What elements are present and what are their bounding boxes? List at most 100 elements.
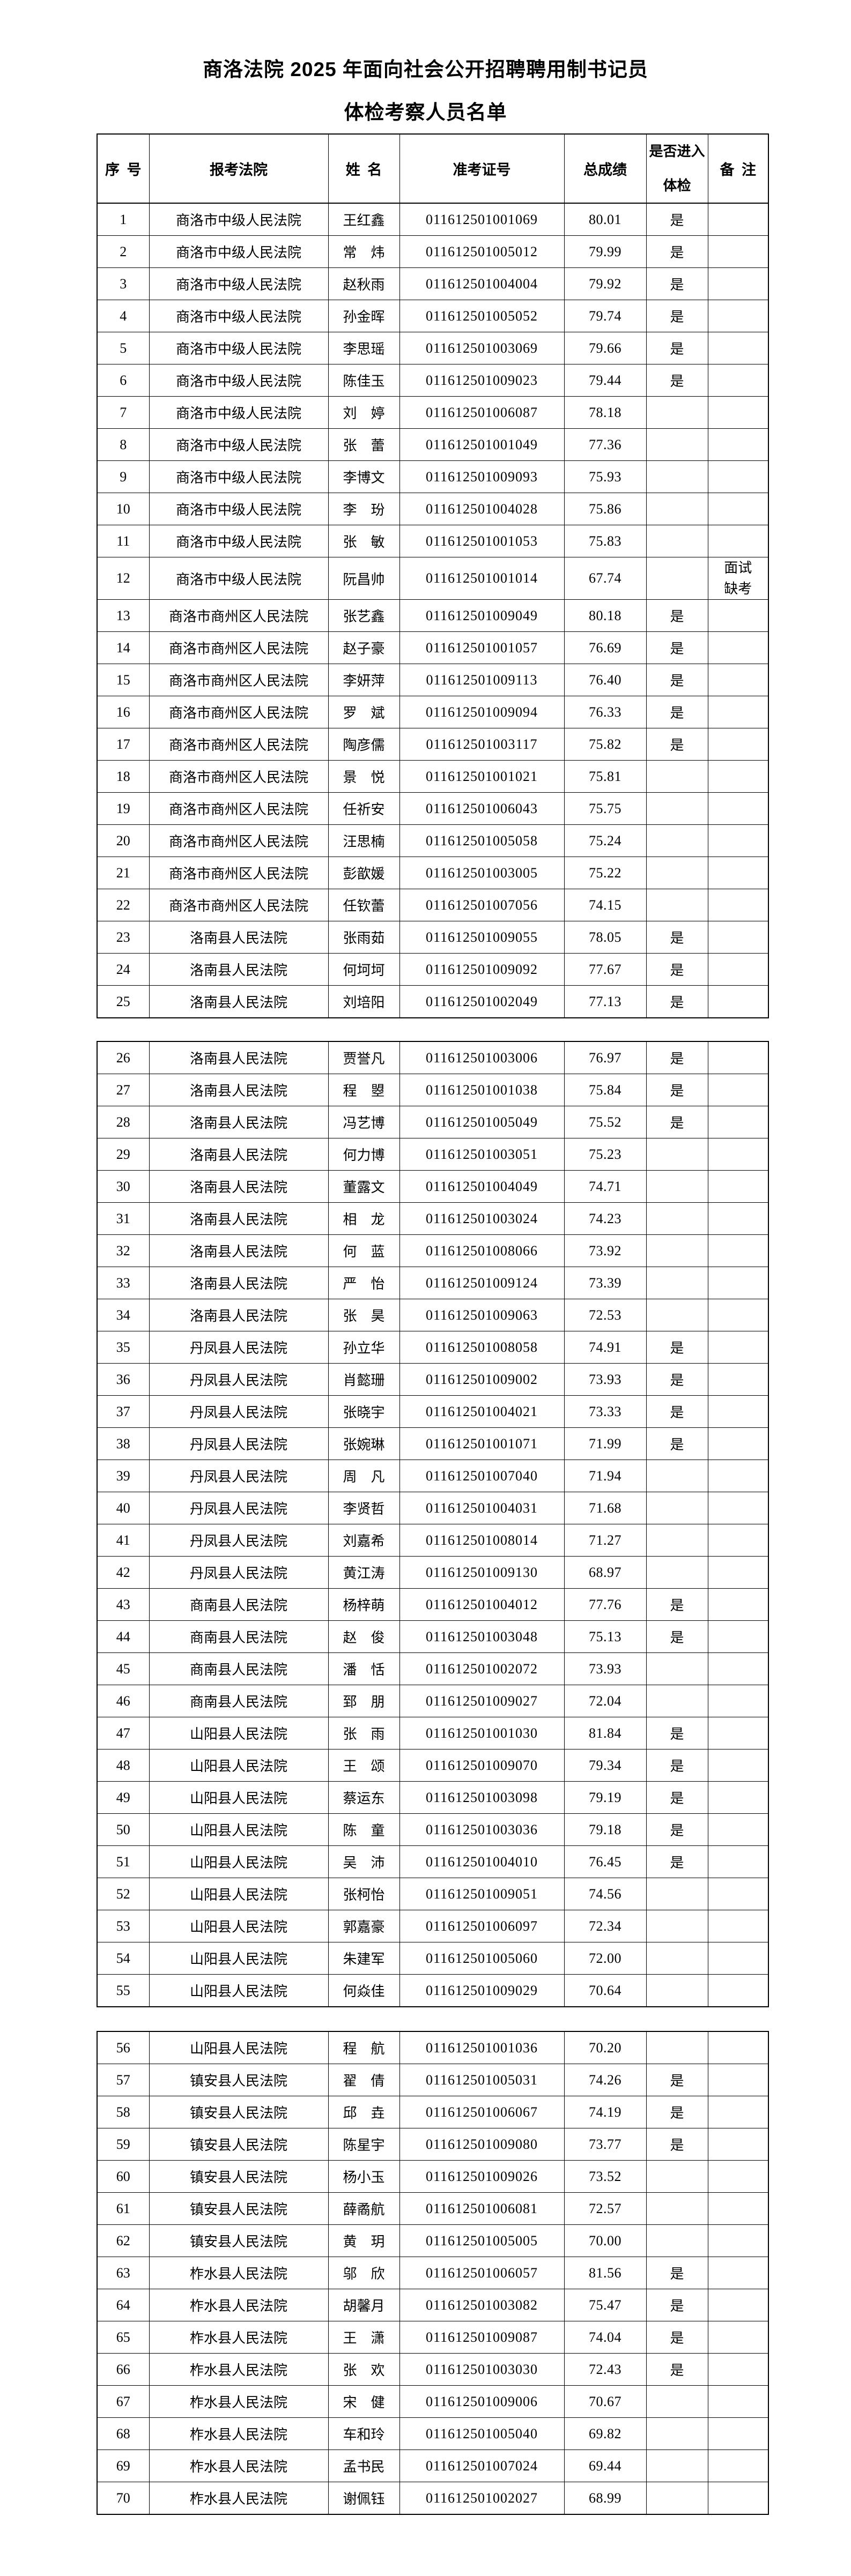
- cell-name: 蔡运东: [328, 1781, 400, 1814]
- cell-seq: 62: [97, 2224, 150, 2257]
- cell-name: 孟书民: [328, 2450, 400, 2482]
- cell-total-score: 77.36: [564, 428, 647, 461]
- cell-remark: [707, 460, 769, 494]
- roster-table-page-3: 56 山阳县人民法院 程 航 011612501001036 70.20 57 …: [97, 2031, 769, 2515]
- roster-table-page-1: 序号 报考法院 姓名 准考证号 总成绩 是否进入体检 备注 1 商洛市中级人民法…: [97, 133, 769, 1019]
- cell-court: 丹凤县人民法院: [149, 1460, 329, 1492]
- cell-enter-exam: 是: [646, 1749, 708, 1782]
- cell-ticket-number: 011612501001069: [399, 203, 565, 236]
- cell-name: 杨梓萌: [328, 1588, 400, 1621]
- cell-court: 商洛市中级人民法院: [149, 203, 329, 236]
- cell-ticket-number: 011612501009029: [399, 1974, 565, 2007]
- table-row: 61 镇安县人民法院 薛矞航 011612501006081 72.57: [97, 2192, 769, 2225]
- cell-enter-exam: [646, 428, 708, 461]
- cell-name: 景 悦: [328, 760, 400, 793]
- cell-name: 程 曌: [328, 1074, 400, 1106]
- table-row: 3 商洛市中级人民法院 赵秋雨 011612501004004 79.92 是: [97, 267, 769, 301]
- cell-total-score: 75.13: [564, 1620, 647, 1653]
- cell-ticket-number: 011612501009026: [399, 2160, 565, 2193]
- cell-court: 丹凤县人民法院: [149, 1524, 329, 1557]
- cell-remark: [707, 1074, 769, 1106]
- cell-ticket-number: 011612501001038: [399, 1074, 565, 1106]
- table-row: 51 山阳县人民法院 吴 沛 011612501004010 76.45 是: [97, 1845, 769, 1878]
- cell-total-score: 72.53: [564, 1299, 647, 1331]
- cell-name: 张晓宇: [328, 1395, 400, 1428]
- cell-name: 王 颂: [328, 1749, 400, 1782]
- cell-court: 商洛市中级人民法院: [149, 396, 329, 429]
- table-row: 37 丹凤县人民法院 张晓宇 011612501004021 73.33 是: [97, 1395, 769, 1428]
- cell-seq: 31: [97, 1202, 150, 1235]
- table-row: 42 丹凤县人民法院 黄江涛 011612501009130 68.97: [97, 1556, 769, 1589]
- cell-name: 何焱佳: [328, 1974, 400, 2007]
- cell-court: 镇安县人民法院: [149, 2160, 329, 2193]
- cell-seq: 18: [97, 760, 150, 793]
- table-row: 11 商洛市中级人民法院 张 敏 011612501001053 75.83: [97, 525, 769, 558]
- table-row: 8 商洛市中级人民法院 张 蕾 011612501001049 77.36: [97, 428, 769, 461]
- cell-enter-exam: [646, 792, 708, 825]
- table-row: 47 山阳县人民法院 张 雨 011612501001030 81.84 是: [97, 1717, 769, 1749]
- cell-enter-exam: 是: [646, 2353, 708, 2386]
- cell-total-score: 74.56: [564, 1878, 647, 1910]
- cell-name: 李贤哲: [328, 1492, 400, 1524]
- cell-seq: 48: [97, 1749, 150, 1782]
- cell-remark: [707, 1395, 769, 1428]
- cell-total-score: 76.69: [564, 631, 647, 665]
- cell-name: 陈星宇: [328, 2128, 400, 2161]
- cell-remark: [707, 760, 769, 793]
- cell-ticket-number: 011612501009055: [399, 921, 565, 954]
- cell-name: 郅 朋: [328, 1685, 400, 1717]
- cell-remark: [707, 889, 769, 922]
- cell-enter-exam: 是: [646, 2257, 708, 2289]
- cell-enter-exam: [646, 2192, 708, 2225]
- cell-total-score: 76.40: [564, 664, 647, 697]
- table-row: 50 山阳县人民法院 陈 童 011612501003036 79.18 是: [97, 1813, 769, 1846]
- cell-court: 商洛市中级人民法院: [149, 300, 329, 333]
- cell-total-score: 80.01: [564, 203, 647, 236]
- cell-seq: 14: [97, 631, 150, 665]
- header-row: 序号 报考法院 姓名 准考证号 总成绩 是否进入体检 备注: [97, 133, 769, 204]
- cell-enter-exam: 是: [646, 599, 708, 632]
- cell-total-score: 68.97: [564, 1556, 647, 1589]
- cell-enter-exam: [646, 1910, 708, 1942]
- cell-court: 商洛市中级人民法院: [149, 525, 329, 558]
- cell-court: 洛南县人民法院: [149, 1074, 329, 1106]
- cell-enter-exam: 是: [646, 1395, 708, 1428]
- cell-court: 商洛市商州区人民法院: [149, 824, 329, 858]
- cell-remark: [707, 1942, 769, 1975]
- cell-name: 郭嘉豪: [328, 1910, 400, 1942]
- roster-table-page-2: 26 洛南县人民法院 贾誉凡 011612501003006 76.97 是 2…: [97, 1041, 769, 2007]
- cell-seq: 57: [97, 2064, 150, 2096]
- cell-ticket-number: 011612501005031: [399, 2064, 565, 2096]
- cell-enter-exam: [646, 1460, 708, 1492]
- cell-total-score: 69.82: [564, 2417, 647, 2450]
- cell-ticket-number: 011612501003024: [399, 1202, 565, 1235]
- cell-ticket-number: 011612501009130: [399, 1556, 565, 1589]
- table-row: 17 商洛市商州区人民法院 陶彦儒 011612501003117 75.82 …: [97, 728, 769, 761]
- cell-remark: [707, 2257, 769, 2289]
- cell-ticket-number: 011612501001021: [399, 760, 565, 793]
- cell-total-score: 75.84: [564, 1074, 647, 1106]
- page-subtitle: 体检考察人员名单: [344, 101, 507, 123]
- cell-name: 杨小玉: [328, 2160, 400, 2193]
- cell-ticket-number: 011612501009092: [399, 953, 565, 986]
- cell-name: 彭歆媛: [328, 857, 400, 890]
- cell-seq: 58: [97, 2096, 150, 2128]
- cell-seq: 67: [97, 2385, 150, 2418]
- cell-court: 洛南县人民法院: [149, 921, 329, 954]
- cell-court: 洛南县人民法院: [149, 1041, 329, 1074]
- cell-total-score: 71.27: [564, 1524, 647, 1557]
- cell-seq: 44: [97, 1620, 150, 1653]
- cell-remark: [707, 2160, 769, 2193]
- cell-seq: 12: [97, 557, 150, 600]
- cell-ticket-number: 011612501002049: [399, 985, 565, 1018]
- cell-total-score: 79.44: [564, 364, 647, 397]
- table-row: 69 柞水县人民法院 孟书民 011612501007024 69.44: [97, 2450, 769, 2482]
- cell-court: 洛南县人民法院: [149, 1106, 329, 1138]
- cell-total-score: 74.26: [564, 2064, 647, 2096]
- cell-total-score: 80.18: [564, 599, 647, 632]
- cell-ticket-number: 011612501006067: [399, 2096, 565, 2128]
- cell-name: 李思瑶: [328, 332, 400, 365]
- table-row: 59 镇安县人民法院 陈星宇 011612501009080 73.77 是: [97, 2128, 769, 2161]
- cell-name: 汪思楠: [328, 824, 400, 858]
- cell-name: 张 昊: [328, 1299, 400, 1331]
